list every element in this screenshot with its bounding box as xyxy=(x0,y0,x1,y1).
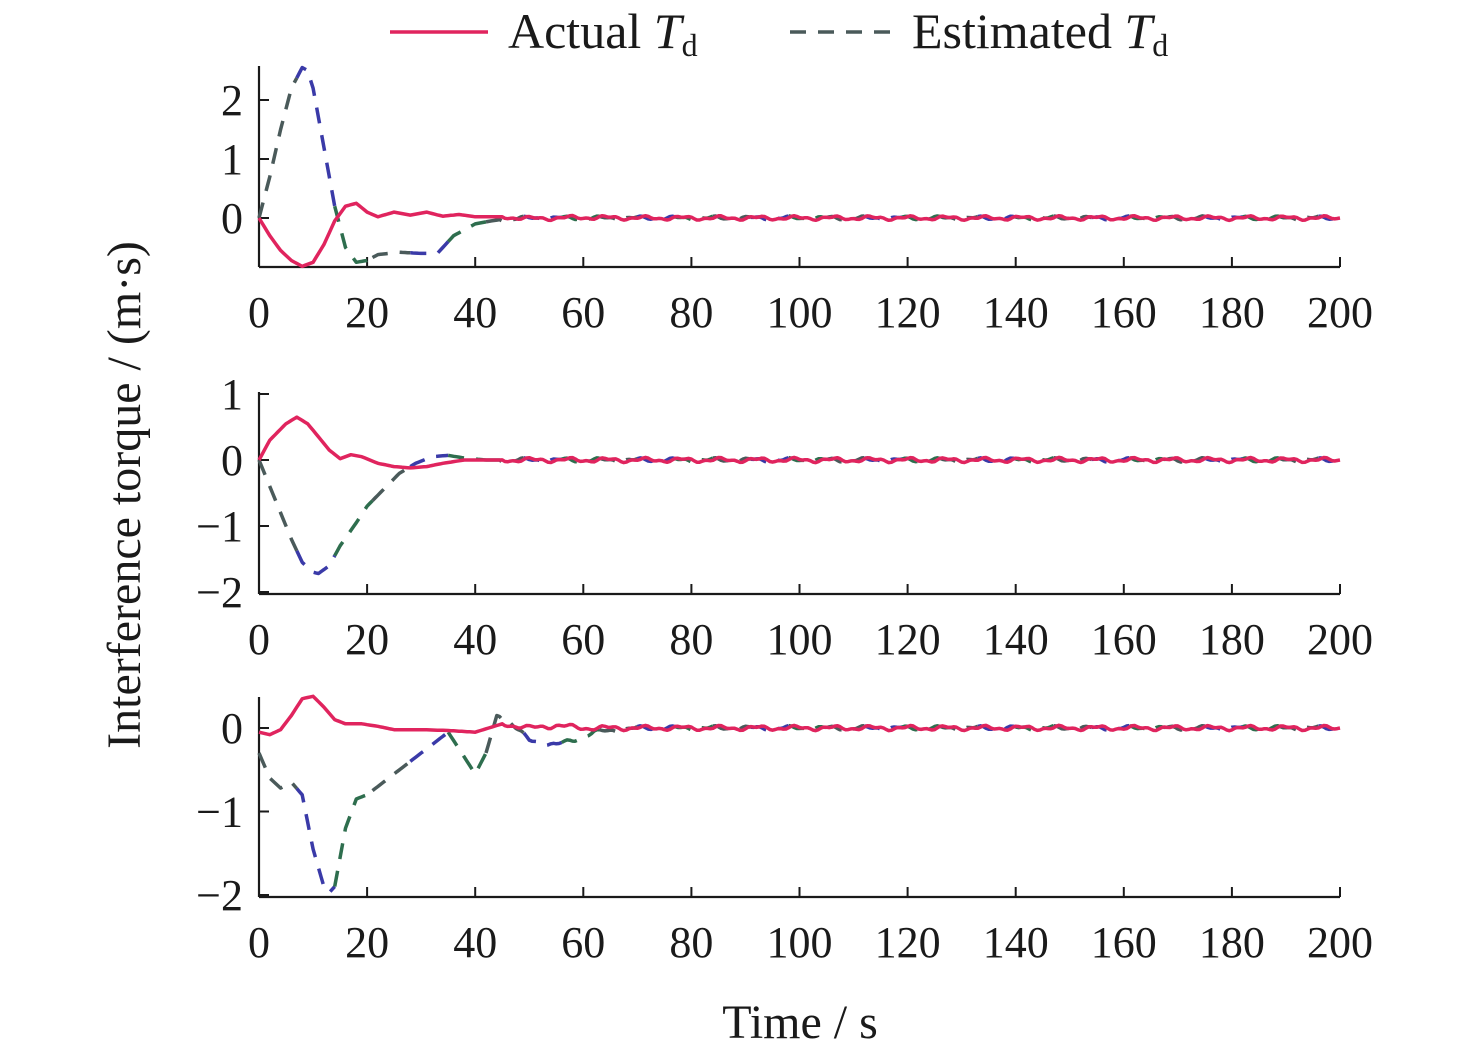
bottom-y-tick-label: 0 xyxy=(221,704,243,753)
legend-estimated-subscript: d xyxy=(1152,27,1168,63)
bottom-y-tick-label: −2 xyxy=(196,871,243,920)
bottom-x-tick-label: 200 xyxy=(1307,918,1373,967)
middle-y-tick-label: −2 xyxy=(196,568,243,617)
bottom-y-tick-label: −1 xyxy=(196,788,243,837)
legend-actual-prefix: Actual xyxy=(508,3,654,59)
top-series-estimated-segment xyxy=(295,65,337,207)
middle-x-tick-label: 40 xyxy=(453,615,497,664)
top-x-tick-label: 60 xyxy=(561,288,605,337)
bottom-series-estimated-segment xyxy=(332,789,374,887)
top-x-tick-label: 0 xyxy=(248,288,270,337)
panel-bottom: 0 20 40 60 80 100 120 140 160 180 200 0 −1 −2 xyxy=(196,694,1373,967)
bottom-series-estimated-segment xyxy=(371,760,412,792)
top-x-tick-label: 140 xyxy=(983,288,1049,337)
middle-y-tick-label: −1 xyxy=(196,502,243,551)
middle-y-tick-label: 0 xyxy=(221,436,243,485)
middle-x-tick-label: 140 xyxy=(983,615,1049,664)
top-x-tick-label: 20 xyxy=(345,288,389,337)
y-axis-title: Interference torque / (m·s) xyxy=(98,241,151,749)
middle-x-tick-label: 200 xyxy=(1307,615,1373,664)
top-series-estimated-segment xyxy=(371,250,411,260)
bottom-x-tick-label: 100 xyxy=(767,918,833,967)
middle-x-tick-label: 120 xyxy=(875,615,941,664)
middle-x-tick-label: 180 xyxy=(1199,615,1265,664)
legend-actual-symbol: T xyxy=(654,3,685,59)
bottom-x-tick-label: 40 xyxy=(453,918,497,967)
legend: Actual Td Estimated Td xyxy=(390,3,1168,63)
top-x-tick-label: 120 xyxy=(875,288,941,337)
legend-estimated-prefix: Estimated xyxy=(912,3,1124,59)
bottom-x-tick-label: 180 xyxy=(1199,918,1265,967)
bottom-series-estimated-segment xyxy=(446,731,488,776)
bottom-x-tick-label: 80 xyxy=(669,918,713,967)
bottom-x-tick-label: 120 xyxy=(875,918,941,967)
bottom-x-tick-label: 160 xyxy=(1091,918,1157,967)
top-x-tick-label: 80 xyxy=(669,288,713,337)
bottom-series-estimated-segment xyxy=(1053,723,1092,732)
top-y-tick-label: 2 xyxy=(221,76,243,125)
legend-estimated-symbol: T xyxy=(1124,3,1155,59)
top-y-tick-label: 0 xyxy=(221,194,243,243)
legend-actual-label: Actual Td xyxy=(508,3,698,63)
middle-series-estimated-segment xyxy=(371,465,412,502)
middle-x-tick-label: 0 xyxy=(248,615,270,664)
legend-estimated-label: Estimated Td xyxy=(912,3,1168,63)
bottom-series-estimated-segment xyxy=(257,752,299,790)
middle-series-estimated-segment xyxy=(257,459,299,552)
top-x-tick-label: 40 xyxy=(453,288,497,337)
middle-series-estimated-segment xyxy=(712,456,752,464)
bottom-x-tick-label: 20 xyxy=(345,918,389,967)
top-series-actual xyxy=(257,201,1341,269)
top-x-tick-label: 100 xyxy=(767,288,833,337)
bottom-x-tick-label: 60 xyxy=(561,918,605,967)
middle-series-estimated-segment xyxy=(333,499,374,557)
middle-x-tick-label: 20 xyxy=(345,615,389,664)
panel-top: 0 20 40 60 80 100 120 140 160 180 200 0 1 2 xyxy=(221,65,1373,337)
bottom-series-actual xyxy=(258,694,1341,737)
bottom-series-estimated-segment xyxy=(522,731,563,748)
top-x-tick-label: 160 xyxy=(1091,288,1157,337)
middle-series-estimated-segment xyxy=(409,453,449,469)
middle-x-tick-label: 160 xyxy=(1091,615,1157,664)
top-series-estimated-segment xyxy=(410,240,450,256)
bottom-x-tick-label: 0 xyxy=(248,918,270,967)
bottom-series-estimated-segment xyxy=(409,730,450,763)
top-series-estimated-segment xyxy=(257,77,299,219)
top-series-estimated-segment xyxy=(333,205,374,265)
legend-actual-subscript: d xyxy=(682,27,698,63)
middle-x-tick-label: 100 xyxy=(767,615,833,664)
x-axis-title: Time / s xyxy=(722,996,878,1049)
middle-y-tick-label: 1 xyxy=(221,370,243,419)
bottom-x-tick-label: 140 xyxy=(983,918,1049,967)
bottom-series-estimated-segment xyxy=(295,787,337,895)
top-y-tick-label: 1 xyxy=(221,135,243,184)
middle-series-estimated-segment xyxy=(295,550,337,576)
bottom-series-estimated-segment xyxy=(560,727,600,745)
middle-series-estimated-segment xyxy=(1053,456,1092,464)
bottom-series-estimated-segment xyxy=(712,723,752,732)
top-x-tick-label: 200 xyxy=(1307,288,1373,337)
middle-series-actual xyxy=(257,415,1341,470)
top-series-estimated-segment xyxy=(446,220,487,243)
middle-x-tick-label: 80 xyxy=(669,615,713,664)
middle-x-tick-label: 60 xyxy=(561,615,605,664)
bottom-series-estimated-segment xyxy=(484,713,525,754)
top-x-tick-label: 180 xyxy=(1199,288,1265,337)
panel-middle: 0 20 40 60 80 100 120 140 160 180 200 1 0 −1 −2 xyxy=(196,370,1373,664)
